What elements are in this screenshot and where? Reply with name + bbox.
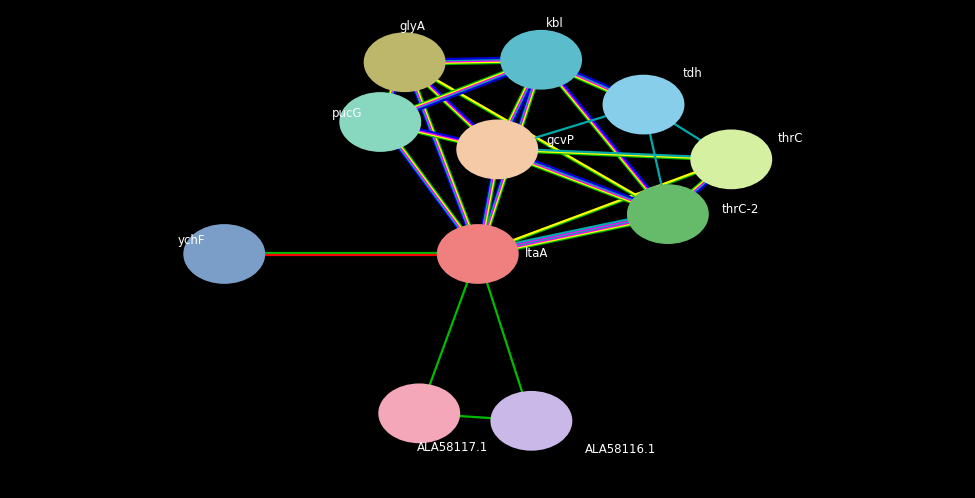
Ellipse shape bbox=[437, 224, 519, 284]
Text: gcvP: gcvP bbox=[546, 134, 574, 147]
Text: tdh: tdh bbox=[682, 67, 702, 80]
Ellipse shape bbox=[456, 120, 538, 179]
Text: thrC-2: thrC-2 bbox=[722, 203, 759, 216]
Ellipse shape bbox=[500, 30, 582, 90]
Ellipse shape bbox=[378, 383, 460, 443]
Ellipse shape bbox=[364, 32, 446, 92]
Ellipse shape bbox=[627, 184, 709, 244]
Ellipse shape bbox=[490, 391, 572, 451]
Ellipse shape bbox=[603, 75, 684, 134]
Text: kbl: kbl bbox=[546, 17, 564, 30]
Text: ALA58116.1: ALA58116.1 bbox=[585, 443, 656, 456]
Text: ychF: ychF bbox=[177, 234, 205, 247]
Text: glyA: glyA bbox=[400, 20, 426, 33]
Ellipse shape bbox=[690, 129, 772, 189]
Text: pucG: pucG bbox=[332, 107, 362, 120]
Text: thrC: thrC bbox=[778, 132, 803, 145]
Text: ltaA: ltaA bbox=[525, 248, 548, 260]
Ellipse shape bbox=[339, 92, 421, 152]
Text: ALA58117.1: ALA58117.1 bbox=[417, 441, 488, 454]
Ellipse shape bbox=[183, 224, 265, 284]
